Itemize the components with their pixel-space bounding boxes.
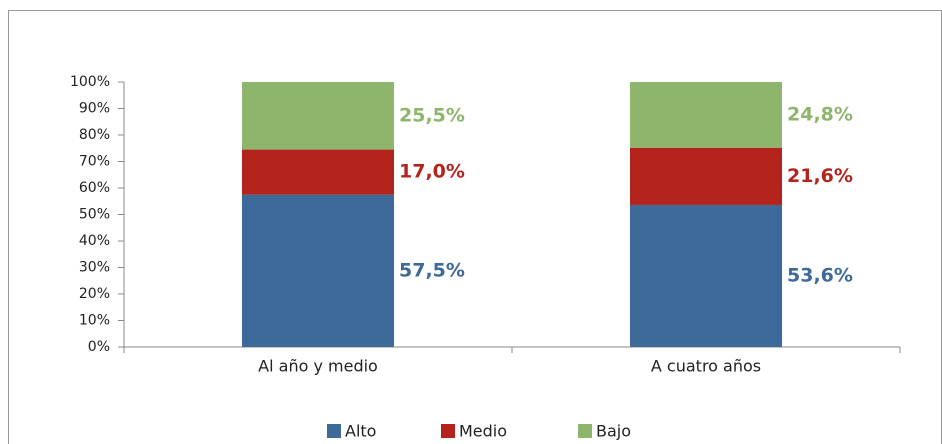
bar-segment bbox=[242, 82, 394, 150]
y-tick-label: 40% bbox=[79, 233, 110, 249]
y-tick-label: 100% bbox=[70, 74, 110, 90]
legend-label: Medio bbox=[459, 422, 507, 441]
y-tick-label: 90% bbox=[79, 101, 110, 117]
y-tick-label: 0% bbox=[88, 339, 110, 355]
y-tick-label: 30% bbox=[79, 260, 110, 276]
bar-segment bbox=[630, 147, 782, 205]
y-tick-label: 70% bbox=[79, 154, 110, 170]
bar-segment bbox=[630, 82, 782, 148]
legend-label: Alto bbox=[345, 422, 376, 441]
y-tick-label: 80% bbox=[79, 127, 110, 143]
legend-label: Bajo bbox=[596, 422, 631, 441]
bar-segment bbox=[630, 204, 782, 347]
y-tick-label: 20% bbox=[79, 286, 110, 302]
bar-segment bbox=[242, 194, 394, 347]
y-tick-label: 50% bbox=[79, 207, 110, 223]
value-label: 21,6% bbox=[787, 165, 853, 187]
value-label: 24,8% bbox=[787, 103, 853, 125]
legend-swatch bbox=[327, 424, 341, 438]
value-label: 53,6% bbox=[787, 264, 853, 286]
y-tick-label: 60% bbox=[79, 180, 110, 196]
legend-swatch bbox=[441, 424, 455, 438]
x-tick-label: Al año y medio bbox=[258, 357, 378, 376]
bar-segment bbox=[242, 149, 394, 195]
y-tick-label: 10% bbox=[79, 313, 110, 329]
x-tick-label: A cuatro años bbox=[651, 357, 761, 376]
legend-swatch bbox=[578, 424, 592, 438]
chart-frame bbox=[8, 10, 942, 444]
value-label: 25,5% bbox=[399, 104, 465, 126]
value-label: 17,0% bbox=[399, 161, 465, 183]
value-label: 57,5% bbox=[399, 259, 465, 281]
